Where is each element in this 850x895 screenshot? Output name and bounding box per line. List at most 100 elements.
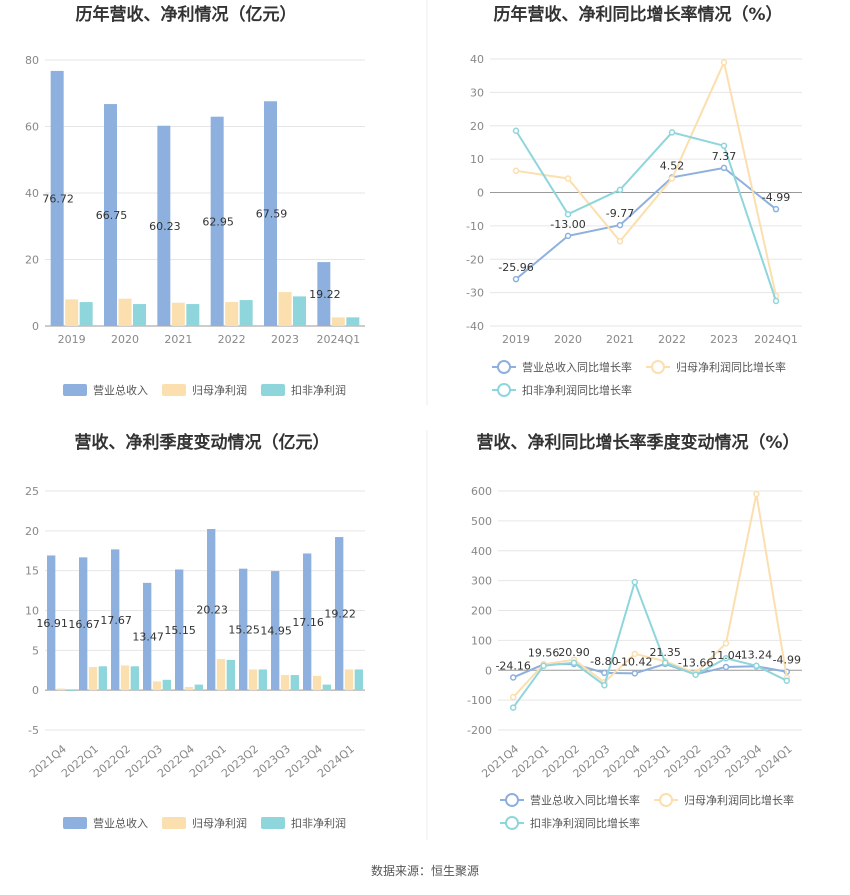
series-line-deducted-profit-growth bbox=[515, 130, 777, 302]
bar-deducted-profit bbox=[79, 302, 93, 326]
x-tick-label: 2024Q1 bbox=[315, 742, 357, 780]
data-point bbox=[570, 659, 578, 667]
bar-revenue bbox=[143, 582, 152, 691]
legend-swatch bbox=[63, 817, 87, 829]
data-point bbox=[722, 640, 730, 647]
bar-deducted-profit bbox=[194, 684, 203, 691]
data-point bbox=[753, 662, 760, 670]
y-tick-label: 5 bbox=[32, 644, 39, 657]
data-point bbox=[616, 221, 624, 229]
y-tick-label: -40 bbox=[466, 320, 484, 333]
y-tick-label: -20 bbox=[466, 253, 484, 266]
data-point bbox=[564, 210, 572, 218]
y-tick-label: 25 bbox=[25, 485, 39, 498]
data-point bbox=[512, 167, 520, 175]
y-tick-label: 0 bbox=[477, 187, 484, 200]
data-label: -25.96 bbox=[498, 261, 533, 274]
legend-marker bbox=[497, 360, 511, 374]
data-label: 4.52 bbox=[660, 159, 685, 172]
data-point bbox=[668, 129, 676, 136]
data-label: 19.22 bbox=[324, 608, 356, 621]
data-label: 15.15 bbox=[164, 624, 196, 637]
legend-swatch bbox=[63, 384, 87, 396]
data-point bbox=[783, 677, 791, 684]
legend-marker bbox=[505, 816, 519, 830]
bar-revenue bbox=[335, 537, 344, 691]
bar-net-profit bbox=[216, 659, 226, 691]
x-tick-label: 2023 bbox=[710, 333, 738, 346]
data-label: 13.24 bbox=[741, 648, 773, 661]
x-tick-label: 2022 bbox=[658, 333, 686, 346]
x-tick-label: 2020 bbox=[111, 333, 139, 346]
bar-deducted-profit bbox=[258, 669, 267, 691]
bar-deducted-profit bbox=[226, 659, 235, 691]
series-line-deducted-profit-growth bbox=[512, 578, 788, 709]
y-tick-label: 10 bbox=[25, 605, 39, 618]
bar-net-profit bbox=[331, 317, 345, 326]
y-tick-label: 500 bbox=[471, 515, 492, 528]
data-point bbox=[720, 164, 728, 172]
data-label: 20.23 bbox=[196, 604, 228, 617]
data-label: 21.35 bbox=[649, 646, 681, 659]
data-point bbox=[772, 297, 780, 305]
bar-revenue bbox=[79, 557, 88, 691]
data-point bbox=[512, 275, 520, 283]
legend-label: 营业总收入 bbox=[93, 816, 148, 830]
legend-marker bbox=[497, 383, 511, 397]
data-point bbox=[753, 490, 760, 498]
data-point bbox=[509, 693, 517, 701]
bar-deducted-profit bbox=[290, 675, 299, 691]
bar-deducted-profit bbox=[322, 684, 331, 691]
data-point bbox=[661, 659, 669, 667]
bar-net-profit bbox=[152, 681, 162, 691]
bar-net-profit bbox=[344, 669, 354, 691]
quarterly-revenue-profit-bar-chart: 营收、净利季度变动情况（亿元）-505101520252021Q42022Q12… bbox=[25, 432, 365, 830]
data-label: -8.80 bbox=[590, 655, 618, 668]
data-source-note: 数据来源：恒生聚源 bbox=[370, 864, 479, 878]
x-tick-label: 2024Q1 bbox=[317, 333, 361, 346]
data-point bbox=[720, 59, 728, 66]
y-tick-label: -10 bbox=[466, 220, 484, 233]
y-tick-label: 80 bbox=[25, 54, 39, 67]
data-label: -4.99 bbox=[773, 654, 801, 667]
data-label: 62.95 bbox=[202, 215, 234, 228]
bar-deducted-profit bbox=[66, 690, 75, 691]
x-tick-label: 2020 bbox=[554, 333, 582, 346]
data-point bbox=[692, 671, 699, 678]
legend-label: 归母净利润同比增长率 bbox=[684, 793, 794, 807]
legend-marker bbox=[651, 360, 665, 374]
y-tick-label: -5 bbox=[28, 724, 39, 737]
bar-deducted-profit bbox=[162, 679, 171, 691]
bar-revenue bbox=[47, 555, 56, 691]
y-tick-label: 400 bbox=[471, 545, 492, 558]
y-tick-label: 100 bbox=[471, 634, 492, 647]
legend-label: 归母净利润同比增长率 bbox=[676, 360, 786, 374]
data-label: 16.67 bbox=[68, 618, 100, 631]
legend-swatch bbox=[261, 817, 285, 829]
data-label: 20.90 bbox=[558, 646, 590, 659]
bar-revenue bbox=[271, 571, 280, 691]
bar-deducted-profit bbox=[293, 296, 306, 326]
data-point bbox=[616, 237, 624, 245]
data-point bbox=[631, 578, 639, 586]
data-label: -9.77 bbox=[606, 207, 634, 220]
bar-deducted-profit bbox=[130, 666, 139, 691]
data-label: -13.00 bbox=[550, 218, 585, 231]
legend-label: 营业总收入同比增长率 bbox=[522, 360, 632, 374]
bar-net-profit bbox=[65, 299, 79, 326]
bar-revenue bbox=[210, 116, 224, 326]
y-tick-label: 20 bbox=[470, 120, 484, 133]
data-point bbox=[772, 205, 780, 213]
data-label: 60.23 bbox=[149, 220, 181, 233]
bar-revenue bbox=[303, 553, 312, 691]
bar-revenue bbox=[207, 529, 216, 691]
bar-net-profit bbox=[88, 667, 98, 691]
y-tick-label: 30 bbox=[470, 86, 484, 99]
chart-title: 营收、净利同比增长率季度变动情况（%） bbox=[476, 432, 799, 453]
data-label: 19.56 bbox=[528, 646, 560, 659]
data-label: 66.75 bbox=[96, 209, 128, 222]
y-tick-label: 600 bbox=[471, 485, 492, 498]
bar-net-profit bbox=[312, 675, 322, 691]
bar-net-profit bbox=[184, 686, 194, 691]
